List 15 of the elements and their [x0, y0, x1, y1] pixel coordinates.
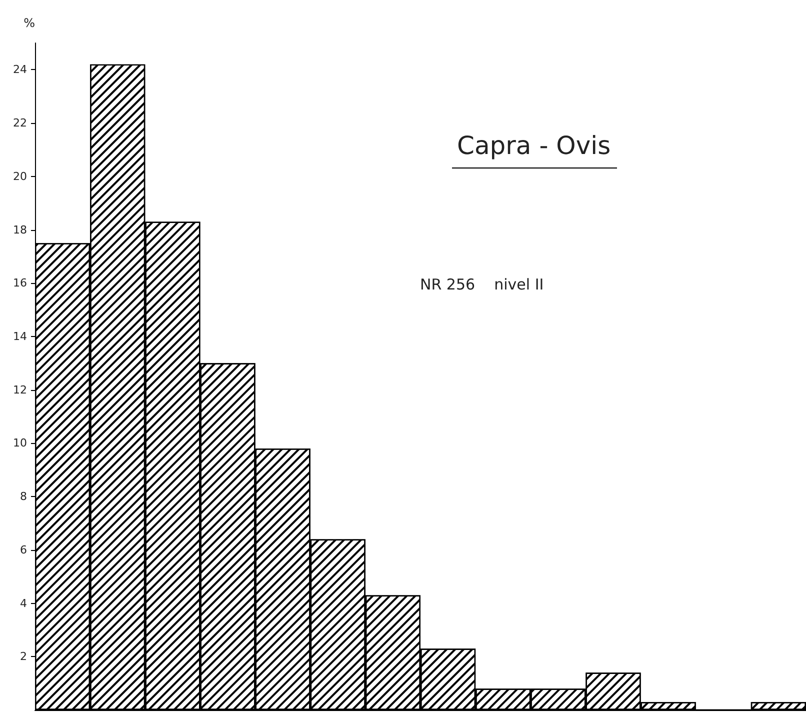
y-tick-label: 20: [13, 170, 27, 183]
y-tick-label: 10: [13, 436, 27, 450]
y-tick-label: 2: [20, 650, 27, 664]
y-tick-label: 6: [20, 543, 27, 556]
y-tick-label: 14: [13, 330, 27, 343]
text: Capra - Ovis: [457, 131, 611, 160]
y-axis-title: %: [24, 16, 35, 30]
annotation: NR 256 nivel II: [420, 276, 544, 294]
y-tick-label: 24: [13, 63, 27, 76]
y-tick-label: 22: [13, 116, 27, 130]
y-tick-label: 16: [13, 276, 27, 290]
y-tick-label: 8: [20, 490, 27, 504]
y-tick-label: 18: [13, 223, 27, 236]
y-tick-label: 12: [13, 383, 27, 396]
y-tick-label: 4: [20, 596, 27, 610]
